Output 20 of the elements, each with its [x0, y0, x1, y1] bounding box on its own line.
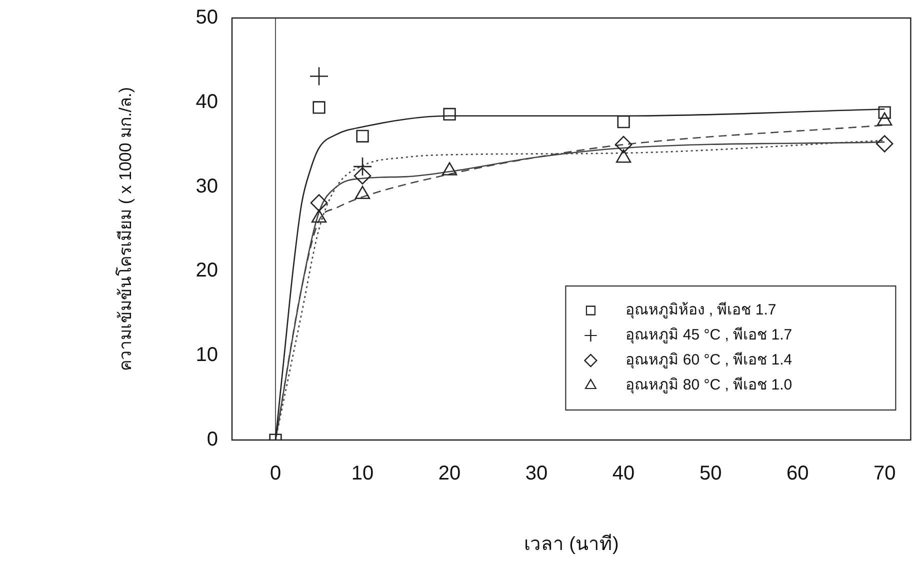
x-tick-label: 60	[786, 462, 809, 485]
y-tick-label: 0	[206, 428, 218, 451]
x-tick-label: 0	[270, 462, 282, 485]
y-tick-label: 30	[196, 175, 218, 198]
legend-label: อุณหภูมิห้อง , พีเอช 1.7	[626, 302, 776, 320]
x-axis-title: เวลา (นาที)	[524, 532, 619, 555]
y-tick-label: 10	[196, 344, 218, 366]
x-tick-label: 10	[351, 462, 374, 485]
legend-label: อุณหภูมิ 45 °C , พีเอช 1.7	[626, 326, 792, 345]
y-tick-label: 20	[196, 260, 218, 282]
x-tick-label: 70	[873, 462, 896, 485]
x-tick-label: 20	[438, 462, 461, 485]
x-tick-label: 40	[612, 462, 635, 485]
x-tick-label: 30	[525, 462, 548, 485]
x-tick-label: 50	[699, 462, 722, 485]
legend-label: อุณหภูมิ 60 °C , พีเอช 1.4	[626, 352, 792, 370]
y-tick-label: 50	[196, 6, 218, 29]
y-tick-label: 40	[196, 90, 218, 113]
y-axis-title: ความเข้มข้นโครเมียม ( x 1000 มก./ล.)	[114, 87, 135, 371]
legend-label: อุณหภูมิ 80 °C , พีเอช 1.0	[626, 376, 792, 395]
